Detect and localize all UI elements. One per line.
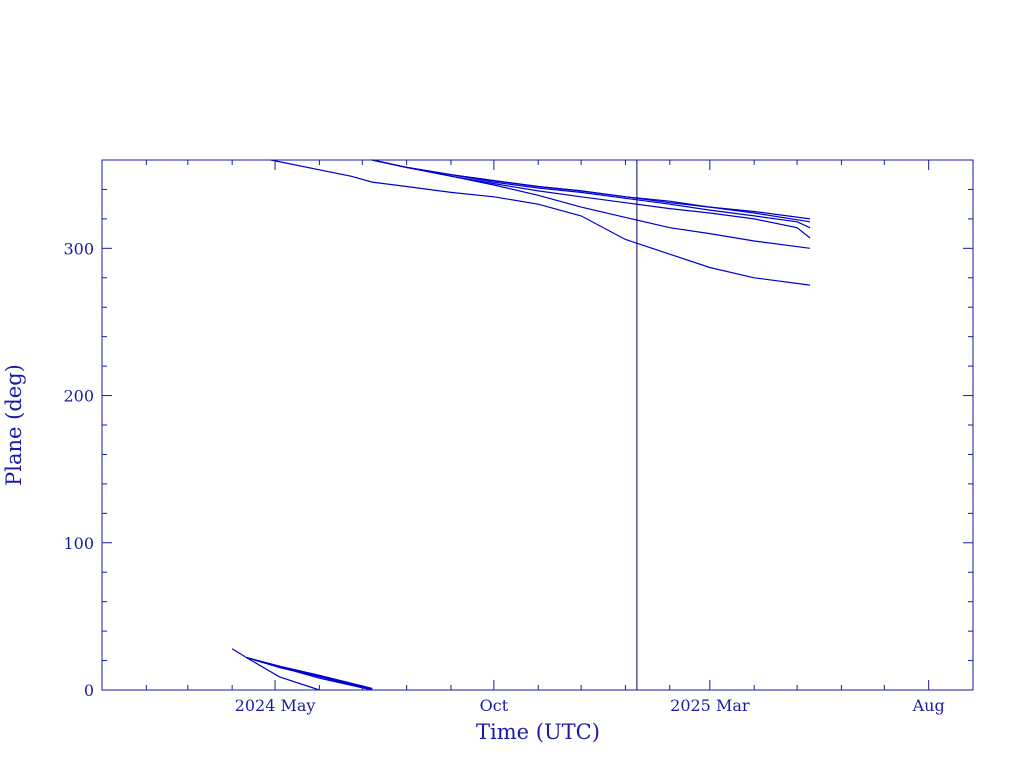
axis-ticks bbox=[102, 160, 973, 691]
plot-frame bbox=[101, 159, 974, 691]
y-tick-label: 100 bbox=[63, 534, 94, 553]
x-axis-title: Time (UTC) bbox=[476, 720, 600, 744]
plot-marks bbox=[231, 159, 811, 691]
series-line-3 bbox=[372, 159, 811, 239]
y-tick-label: 200 bbox=[63, 387, 94, 406]
y-axis-title: Plane (deg) bbox=[2, 364, 26, 486]
x-tick-label: Aug bbox=[912, 696, 945, 715]
x-tick-label: 2025 Mar bbox=[670, 696, 750, 715]
series-line-11 bbox=[246, 657, 320, 691]
series-line-10 bbox=[246, 657, 373, 690]
tick-labels: 2024 May Oct 2025 Mar Aug 0 100 200 300 bbox=[63, 239, 944, 715]
series-line-1 bbox=[270, 159, 811, 286]
x-tick-label: 2024 May bbox=[235, 696, 316, 715]
y-tick-label: 0 bbox=[84, 681, 94, 700]
x-tick-label: Oct bbox=[480, 696, 509, 715]
y-tick-label: 300 bbox=[63, 239, 94, 258]
series-line-6 bbox=[372, 159, 811, 220]
